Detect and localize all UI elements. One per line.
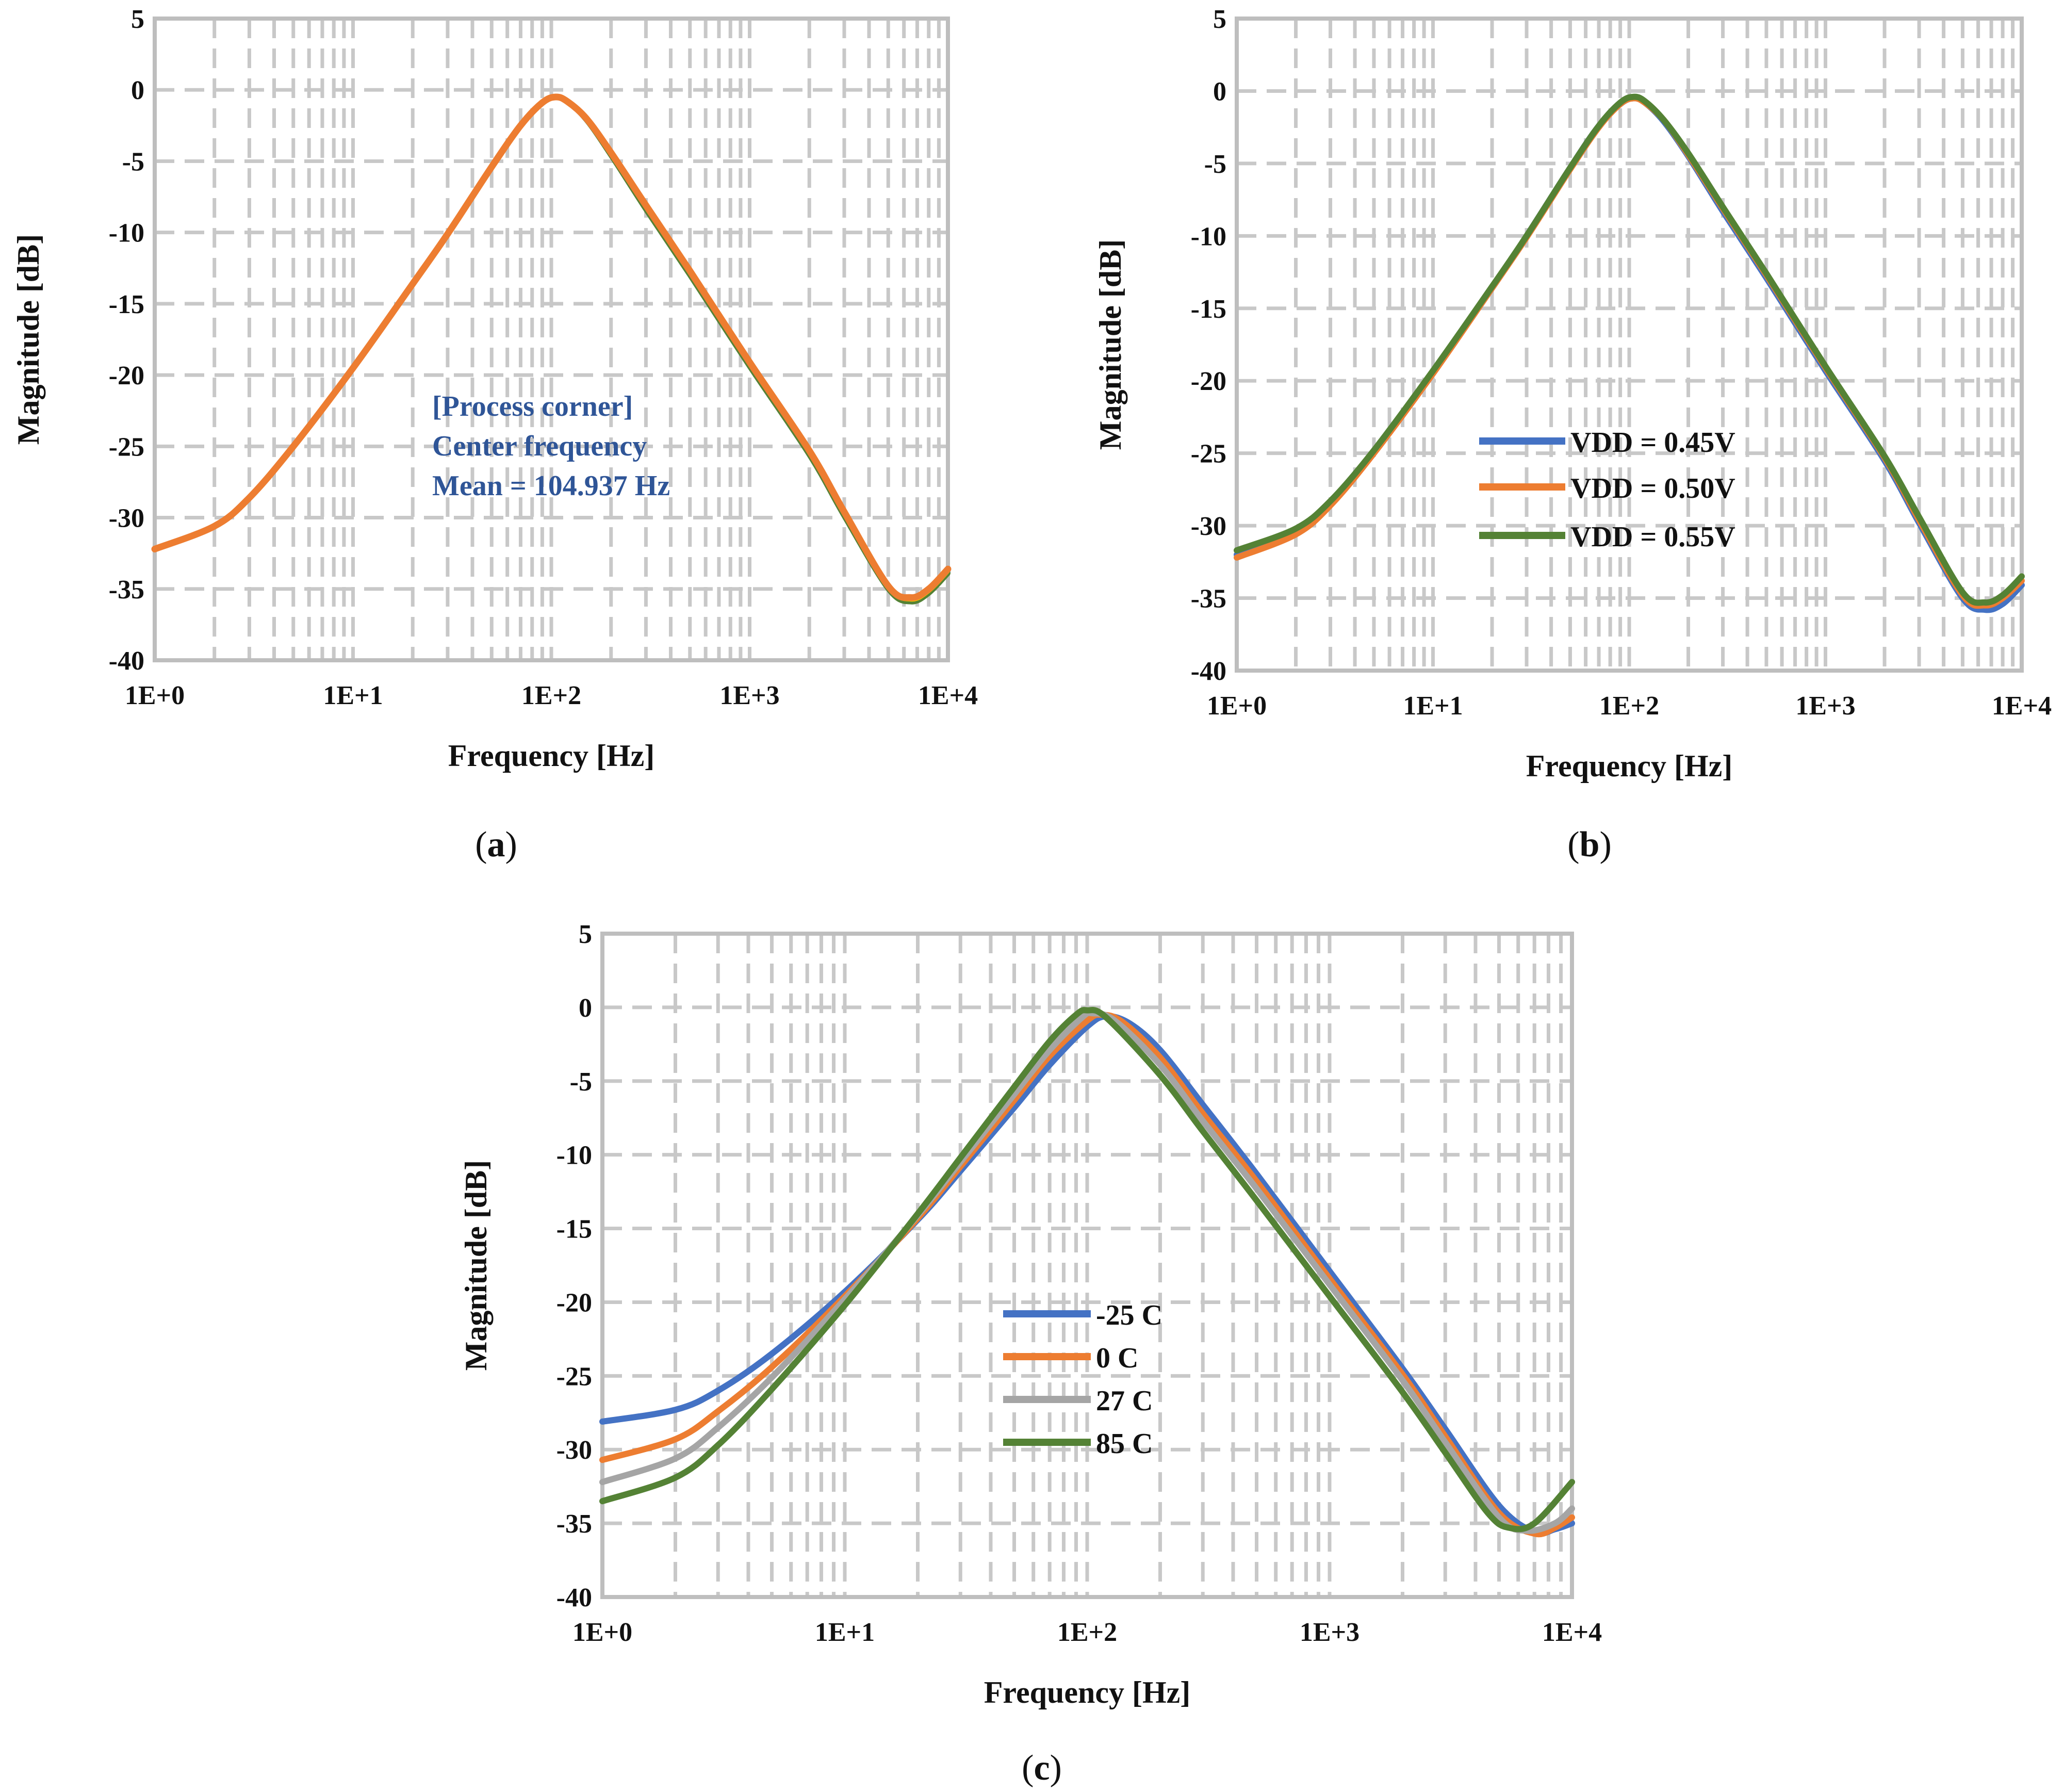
x-tick-label: 1E+1: [1403, 691, 1463, 721]
y-axis-title: Magnitude [dB]: [459, 1160, 493, 1371]
plot-frame: [600, 932, 1574, 1599]
x-tick-label: 1E+2: [1599, 691, 1659, 721]
series-line-a-3: [151, 93, 952, 601]
y-tick-label: -25: [109, 432, 144, 462]
legend-label-85c: 85 C: [1096, 1428, 1153, 1460]
panel-b-legend: VDD = 0.45V VDD = 0.50V VDD = 0.55V: [1479, 427, 1735, 553]
y-tick-label: -20: [556, 1288, 592, 1317]
x-tick-label: 1E+0: [125, 681, 185, 710]
y-tick-label: 0: [131, 76, 144, 105]
legend-label-m25c: -25 C: [1096, 1299, 1162, 1331]
y-tick-label: -10: [109, 219, 144, 248]
y-tick-label: -40: [109, 646, 144, 676]
y-tick-label: 0: [579, 993, 592, 1023]
plot-frame: [1235, 17, 2024, 673]
y-tick-label: -20: [109, 361, 144, 390]
x-tick-label: 1E+0: [572, 1618, 632, 1647]
x-tick-label: 1E+4: [1542, 1618, 1602, 1647]
legend-label-vdd-050: VDD = 0.50V: [1570, 473, 1735, 504]
legend-label-vdd-055: VDD = 0.55V: [1570, 521, 1735, 553]
x-tick-label: 1E+1: [815, 1618, 875, 1647]
x-tick-label: 1E+1: [323, 681, 383, 710]
y-tick-label: 5: [131, 5, 144, 34]
x-tick-label: 1E+4: [918, 681, 978, 710]
y-tick-label: -35: [1191, 584, 1226, 614]
panel-a-caption: (a): [475, 825, 517, 865]
panel-a-note-line-1: [Process corner]: [432, 390, 633, 422]
plot-frame: [153, 17, 950, 662]
legend-label-27c: 27 C: [1096, 1385, 1153, 1417]
y-tick-label: -30: [109, 504, 144, 533]
y-axis-title: Magnitude [dB]: [11, 234, 45, 445]
y-tick-label: -20: [1191, 367, 1226, 396]
y-tick-label: -15: [109, 290, 144, 319]
y-tick-label: -35: [556, 1509, 592, 1539]
panel-a-note-line-2: Center frequency: [432, 430, 647, 462]
legend-label-0c: 0 C: [1096, 1342, 1138, 1374]
y-tick-label: -25: [1191, 439, 1226, 469]
x-tick-label: 1E+3: [719, 681, 779, 710]
x-axis-title: Frequency [Hz]: [1526, 749, 1732, 783]
y-tick-label: -30: [556, 1436, 592, 1465]
panel-c-caption: (c): [1022, 1748, 1062, 1788]
y-tick-label: -25: [556, 1362, 592, 1391]
chart-panel-c: 5 0 -5 -10 -15 -20 -25 -30 -35 -40 1E+0 1E+1 1E+2 1E+…: [459, 920, 1602, 1709]
y-tick-label: -15: [556, 1215, 592, 1244]
y-tick-label: -10: [1191, 222, 1226, 251]
legend-label-vdd-045: VDD = 0.45V: [1570, 427, 1735, 459]
panel-b-caption: (b): [1567, 825, 1612, 865]
y-tick-label: -15: [1191, 295, 1226, 324]
y-tick-label: 5: [1213, 5, 1226, 34]
y-tick-label: 5: [579, 920, 592, 949]
series-line-b-2: [1234, 93, 2025, 606]
y-tick-label: -10: [556, 1141, 592, 1170]
y-tick-label: -5: [570, 1067, 592, 1097]
y-tick-label: -5: [122, 147, 144, 176]
y-tick-label: -35: [109, 575, 144, 605]
chart-panel-b: 5 0 -5 -10 -15 -20 -25 -30 -35 -40 1E+0 1E+1 1E+2 1E+…: [1093, 5, 2052, 783]
y-tick-label: -5: [1204, 150, 1226, 179]
series-line-c-3: [599, 1007, 1575, 1533]
panel-c-legend: -25 C 0 C 27 C 85 C: [1003, 1299, 1162, 1460]
x-tick-label: 1E+2: [521, 681, 581, 710]
x-tick-label: 1E+3: [1300, 1618, 1359, 1647]
y-tick-label: 0: [1213, 77, 1226, 106]
y-tick-label: -30: [1191, 512, 1226, 541]
x-axis-title: Frequency [Hz]: [984, 1675, 1190, 1709]
y-tick-label: -40: [556, 1583, 592, 1612]
x-tick-label: 1E+3: [1795, 691, 1855, 721]
chart-panel-a: 5 0 -5 -10 -15 -20 -25 -30 -35 -40 1E+0 1E+1 1E+2 1E+…: [11, 5, 978, 773]
y-tick-label: -40: [1191, 657, 1226, 686]
x-tick-label: 1E+0: [1207, 691, 1267, 721]
panel-a-note-line-3: Mean = 104.937 Hz: [432, 470, 670, 502]
y-axis-title: Magnitude [dB]: [1093, 239, 1127, 450]
x-tick-label: 1E+2: [1057, 1618, 1117, 1647]
x-tick-label: 1E+4: [1992, 691, 2052, 721]
x-axis-title: Frequency [Hz]: [448, 739, 654, 773]
